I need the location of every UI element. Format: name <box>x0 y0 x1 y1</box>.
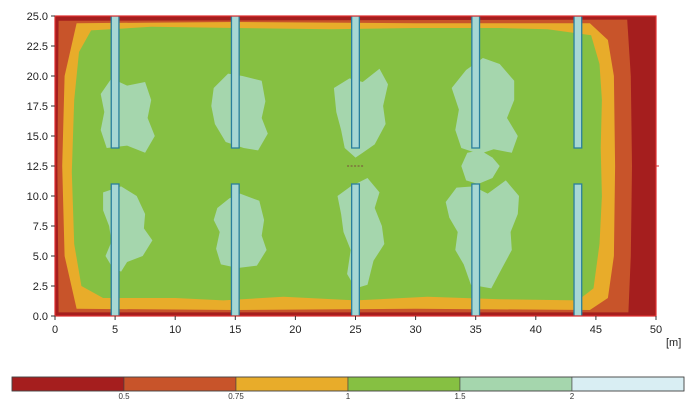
x-tick-label: 50 <box>650 324 662 336</box>
x-tick-label: 35 <box>470 324 482 336</box>
contour-level-5-blob-8 <box>445 180 519 289</box>
legend-label: 0.5 <box>118 392 130 400</box>
luminaire-4-2 <box>471 16 481 149</box>
y-tick-label: 5.0 <box>33 251 48 263</box>
legend-label: 0.75 <box>228 392 244 400</box>
luminaire-3-2 <box>351 16 360 149</box>
luminaire-1-1 <box>110 183 120 316</box>
legend: 0.5 0.75 1 1.5 2 <box>11 376 685 400</box>
x-tick-label: 30 <box>409 324 421 336</box>
luminaire-4-1 <box>471 183 481 316</box>
contour-level-5-blob-3 <box>333 68 388 158</box>
luminaire-5-1 <box>573 183 583 316</box>
legend-swatch-2 <box>123 376 237 392</box>
x-tick-label: 15 <box>229 324 241 336</box>
x-tick-label: 40 <box>530 324 542 336</box>
contour-level-4 <box>71 26 602 301</box>
legend-swatch-5 <box>459 376 573 392</box>
legend-frame <box>11 376 685 392</box>
legend-swatch-3 <box>235 376 349 392</box>
contour-level-5-blob-9 <box>461 150 500 184</box>
luminaire-5-2 <box>573 16 583 149</box>
plot-area <box>55 16 656 316</box>
x-unit-label: [m] <box>666 337 681 349</box>
legend-label: 2 <box>570 392 575 400</box>
y-tick-label: 25.0 <box>27 11 48 23</box>
legend-label: 1 <box>346 392 351 400</box>
x-tick-label: 10 <box>169 324 181 336</box>
legend-swatch-4 <box>347 376 461 392</box>
y-tick-label: 0.0 <box>33 311 48 323</box>
luminaire-2-1 <box>230 183 240 316</box>
contour-level-5-blob-1 <box>100 78 155 153</box>
x-tick-label: 5 <box>112 324 118 336</box>
x-tick-label: 45 <box>590 324 602 336</box>
contour-level-5-blob-6 <box>213 193 267 268</box>
y-tick-label: 22.5 <box>27 41 48 53</box>
axes: 0.0 2.5 5.0 7.5 10.0 12.5 15.0 17.5 20.0 22.5 25.0… <box>27 11 682 349</box>
y-tick-label: 12.5 <box>27 161 48 173</box>
x-tick-label: 25 <box>349 324 361 336</box>
y-tick-label: 7.5 <box>33 221 48 233</box>
y-tick-label: 20.0 <box>27 71 48 83</box>
luminaire-2-2 <box>230 16 240 149</box>
legend-swatch-6 <box>571 376 685 392</box>
x-tick-label: 20 <box>289 324 301 336</box>
y-tick-label: 17.5 <box>27 101 48 113</box>
luminaire-1-2 <box>110 16 120 149</box>
y-tick-label: 10.0 <box>27 191 48 203</box>
x-tick-label: 0 <box>52 324 58 336</box>
y-tick-label: 2.5 <box>33 281 48 293</box>
contour-level-5-blob-4 <box>451 58 518 154</box>
y-tick-label: 15.0 <box>27 131 48 143</box>
legend-label: 1.5 <box>454 392 466 400</box>
legend-swatch-1 <box>11 376 125 392</box>
contour-level-5-blob-7 <box>337 178 385 289</box>
luminaire-3-1 <box>351 183 360 316</box>
